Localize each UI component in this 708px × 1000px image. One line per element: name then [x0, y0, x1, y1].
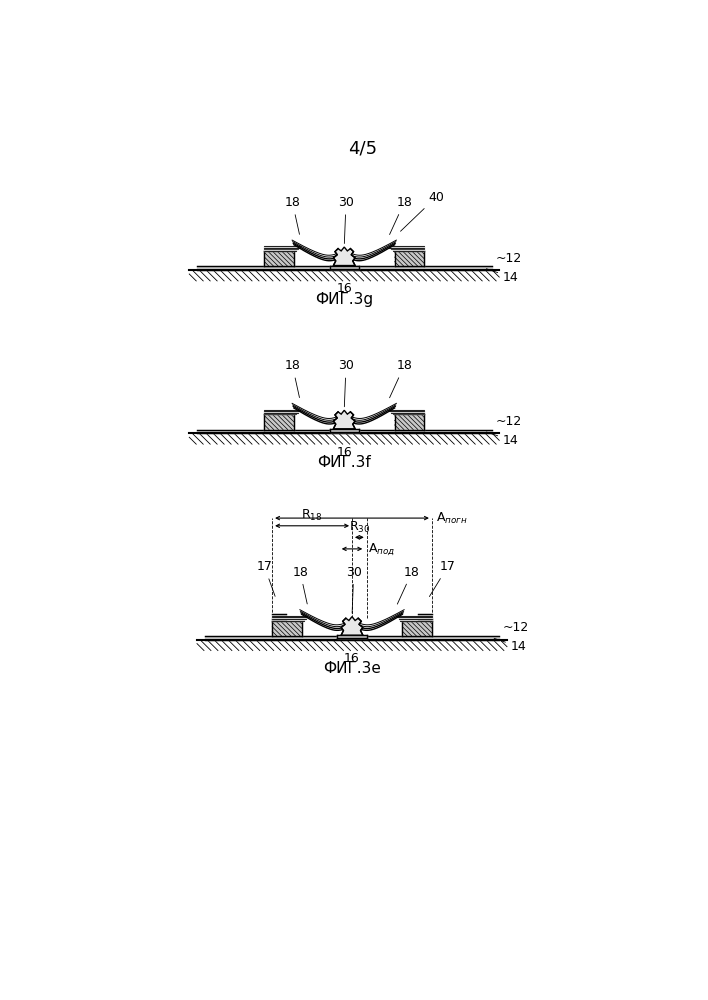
Text: ФИГ.3е: ФИГ.3е	[323, 661, 381, 676]
Text: R$_{18}$: R$_{18}$	[302, 508, 323, 523]
Text: ~12: ~12	[496, 415, 522, 428]
Text: 30: 30	[338, 196, 354, 244]
Text: 17: 17	[257, 560, 275, 596]
Text: 40: 40	[401, 191, 444, 231]
Text: A$_{погн}$: A$_{погн}$	[435, 511, 467, 526]
Text: 18: 18	[285, 359, 300, 398]
Text: 18: 18	[389, 196, 412, 235]
Polygon shape	[341, 617, 363, 635]
Text: 14: 14	[486, 432, 519, 447]
Text: 14: 14	[486, 269, 519, 284]
Text: 30: 30	[338, 359, 354, 407]
Polygon shape	[333, 247, 355, 266]
Text: ~12: ~12	[503, 621, 530, 634]
Text: 18: 18	[397, 566, 420, 604]
Text: 17: 17	[429, 560, 455, 597]
Text: 16: 16	[344, 652, 360, 665]
Text: R$_{30}$: R$_{30}$	[348, 520, 370, 535]
Text: ~12: ~12	[496, 252, 522, 265]
Text: 18: 18	[389, 359, 412, 398]
Text: 16: 16	[336, 446, 352, 459]
Text: ФИГ.3f: ФИГ.3f	[317, 455, 371, 470]
Text: 4/5: 4/5	[348, 139, 377, 157]
Text: 16: 16	[336, 282, 352, 295]
Text: 18: 18	[285, 196, 300, 234]
Text: ФИГ.3g: ФИГ.3g	[315, 292, 373, 307]
Polygon shape	[333, 410, 355, 429]
Text: 30: 30	[346, 566, 362, 613]
Text: 18: 18	[292, 566, 308, 604]
Text: 14: 14	[494, 638, 527, 653]
Text: A$_{под}$: A$_{под}$	[368, 541, 396, 557]
